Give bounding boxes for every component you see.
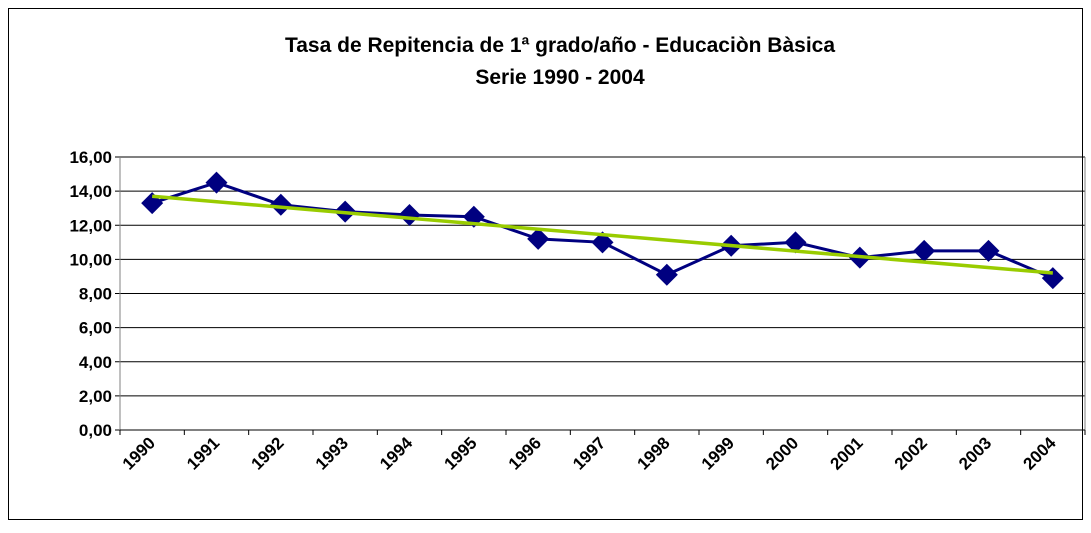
y-tick-label: 0,00 — [79, 421, 112, 440]
y-tick-label: 8,00 — [79, 285, 112, 304]
y-tick-label: 2,00 — [79, 387, 112, 406]
marker — [784, 231, 807, 254]
y-tick-label: 14,00 — [69, 182, 112, 201]
y-tick-label: 6,00 — [79, 319, 112, 338]
y-tick-label: 12,00 — [69, 216, 112, 235]
y-tick-label: 4,00 — [79, 353, 112, 372]
chart-subtitle: Serie 1990 - 2004 — [475, 66, 645, 89]
trend-line — [152, 194, 1053, 275]
y-tick-label: 10,00 — [69, 250, 112, 269]
chart-title: Tasa de Repitencia de 1ª grado/año - Edu… — [285, 34, 835, 57]
marker — [398, 204, 421, 227]
chart-border — [8, 8, 1083, 520]
y-tick-label: 16,00 — [69, 148, 112, 167]
marker — [527, 227, 550, 250]
marker — [655, 263, 678, 286]
marker — [977, 239, 1000, 262]
marker — [205, 171, 228, 194]
marker — [913, 239, 936, 262]
marker — [269, 193, 292, 216]
